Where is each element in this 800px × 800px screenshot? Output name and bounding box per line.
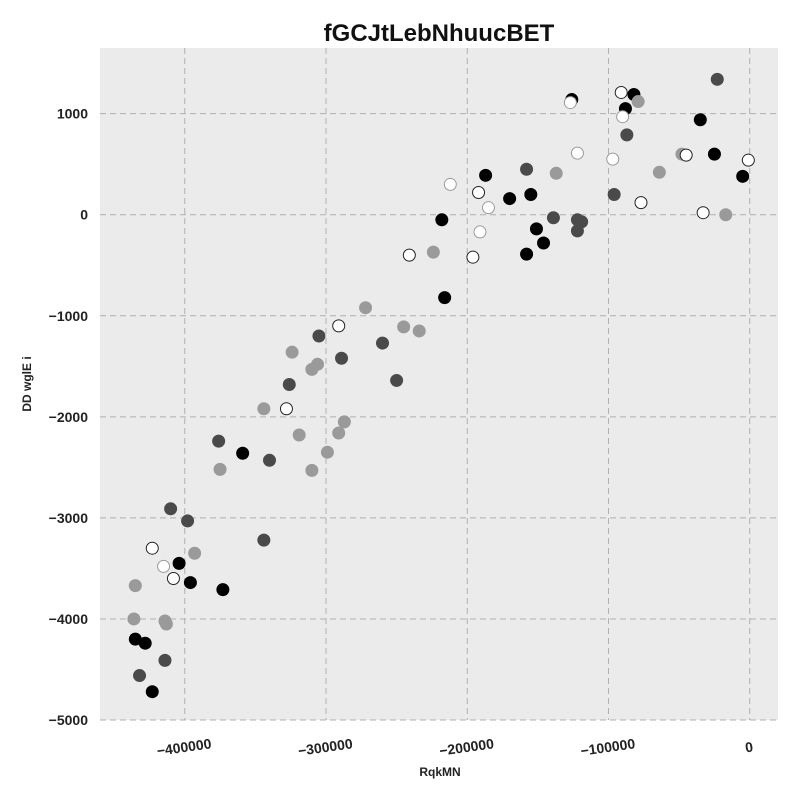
scatter-point	[159, 617, 173, 631]
scatter-point	[216, 583, 230, 597]
plot-area	[100, 48, 778, 720]
scatter-point	[443, 177, 457, 191]
y-tick-label: 0	[80, 207, 88, 223]
scatter-point	[257, 533, 271, 547]
scatter-point	[213, 462, 227, 476]
scatter-point	[145, 685, 159, 699]
scatter-point	[435, 213, 449, 227]
scatter-point	[263, 453, 276, 467]
x-axis-ticks: −400000 −300000 −200000 −100000 0	[156, 735, 754, 759]
scatter-point	[503, 192, 517, 206]
scatter-point	[631, 95, 645, 109]
scatter-point	[479, 168, 493, 182]
scatter-point	[305, 463, 319, 477]
scatter-point	[312, 329, 326, 343]
scatter-point	[320, 445, 334, 459]
scatter-point	[546, 211, 560, 225]
scatter-point	[570, 146, 584, 160]
scatter-point	[412, 324, 426, 338]
scatter-point	[707, 147, 721, 161]
scatter-point	[563, 96, 577, 110]
y-axis-ticks: 1000 0 −1000 −2000 −3000 −4000 −5000	[49, 106, 89, 728]
scatter-point	[607, 188, 621, 202]
x-tick-label: −400000	[156, 735, 213, 759]
scatter-point	[292, 428, 306, 442]
scatter-point	[537, 236, 551, 250]
scatter-point	[549, 166, 563, 180]
scatter-point	[164, 502, 178, 516]
scatter-point	[466, 250, 480, 264]
scatter-point	[279, 402, 293, 416]
scatter-point	[616, 110, 630, 124]
scatter-point	[736, 169, 750, 183]
scatter-point	[529, 222, 543, 236]
scatter-point	[311, 357, 325, 371]
x-tick-label: 0	[744, 739, 754, 756]
y-axis-label: DD wglE i	[20, 356, 34, 411]
scatter-point	[397, 320, 411, 334]
scatter-point	[172, 556, 186, 570]
scatter-point	[520, 247, 534, 261]
scatter-point	[481, 201, 495, 215]
scatter-point	[128, 579, 142, 593]
y-tick-label: −4000	[49, 611, 89, 627]
scatter-point	[282, 378, 296, 392]
scatter-point	[332, 426, 346, 440]
x-axis-label: RqkMN	[419, 765, 460, 779]
scatter-point	[145, 541, 159, 555]
scatter-point	[212, 434, 226, 448]
scatter-point	[335, 351, 349, 365]
scatter-point	[257, 402, 271, 416]
scatter-point	[332, 319, 346, 333]
scatter-point	[359, 301, 373, 315]
scatter-point	[183, 576, 197, 590]
scatter-point	[138, 636, 152, 650]
y-tick-label: −5000	[49, 712, 89, 728]
scatter-point	[620, 128, 634, 142]
scatter-point	[696, 206, 710, 220]
y-tick-label: −1000	[49, 308, 89, 324]
scatter-point	[236, 446, 250, 460]
scatter-point	[188, 546, 202, 560]
scatter-point	[652, 165, 666, 179]
scatter-point	[157, 559, 171, 573]
scatter-point	[473, 225, 487, 239]
grid-lines	[100, 48, 778, 721]
scatter-point	[127, 612, 141, 626]
scatter-point	[634, 196, 648, 210]
scatter-point	[402, 248, 416, 262]
x-tick-label: −300000	[297, 735, 354, 759]
scatter-point	[520, 162, 534, 176]
y-tick-label: 1000	[57, 106, 88, 122]
scatter-point	[181, 514, 195, 528]
chart-title: fGCJtLebNhuucBET	[324, 20, 555, 47]
scatter-point	[472, 186, 486, 200]
scatter-point	[719, 208, 733, 222]
scatter-point	[285, 345, 299, 359]
scatter-point	[426, 245, 440, 259]
scatter-point	[133, 669, 147, 683]
y-tick-label: −2000	[49, 409, 89, 425]
scatter-point	[337, 415, 351, 429]
scatter-point	[158, 653, 172, 667]
scatter-point	[376, 336, 389, 350]
x-tick-label: −200000	[438, 735, 495, 759]
y-tick-label: −3000	[49, 510, 89, 526]
scatter-point	[524, 188, 538, 202]
data-points	[127, 72, 755, 699]
scatter-point	[679, 148, 693, 162]
scatter-point	[570, 224, 584, 238]
x-tick-label: −100000	[580, 735, 637, 759]
scatter-point	[438, 291, 452, 305]
scatter-point	[741, 153, 755, 167]
scatter-point	[614, 85, 628, 99]
scatter-point	[606, 152, 620, 166]
scatter-point	[693, 113, 707, 127]
scatter-point	[166, 572, 180, 586]
scatter-point	[390, 373, 404, 387]
scatter-point	[710, 72, 724, 86]
